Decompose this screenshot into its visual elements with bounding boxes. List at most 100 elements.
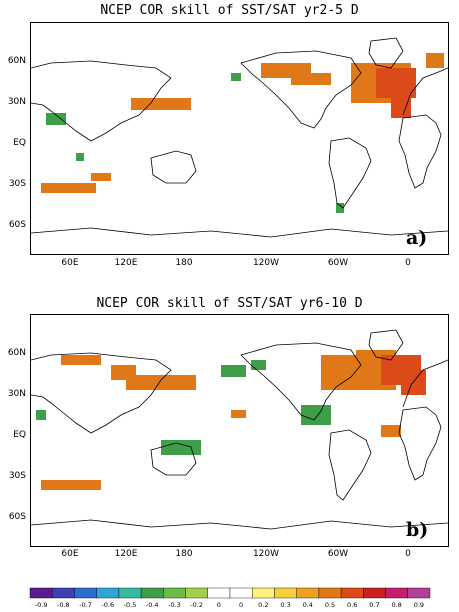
africa-outline <box>398 114 442 189</box>
skill-patch <box>76 153 84 161</box>
colorbar-segment <box>363 587 386 599</box>
colorbar-segment <box>185 587 208 599</box>
panel-a-title: NCEP COR skill of SST/SAT yr2-5 D <box>100 3 359 18</box>
panel-b-title: NCEP COR skill of SST/SAT yr6-10 D <box>96 296 363 311</box>
lon-label-0-a: 0 <box>405 258 411 268</box>
skill-patch <box>91 173 111 181</box>
colorbar-tick-label: -0.4 <box>145 601 159 609</box>
colorbar-segment <box>74 587 97 599</box>
colorbar <box>29 587 431 599</box>
colorbar-tick-label: 0.6 <box>347 601 358 609</box>
skill-patch <box>251 360 266 370</box>
colorbar-segment <box>340 587 364 599</box>
lon-label-120w-b: 120W <box>252 549 280 559</box>
colorbar-segment <box>318 587 342 599</box>
south-america-outline <box>328 429 372 501</box>
colorbar-segment <box>52 587 75 599</box>
colorbar-tick-label: 0.4 <box>302 601 313 609</box>
skill-patch <box>131 98 191 110</box>
lon-label-180-a: 180 <box>175 258 193 268</box>
skill-patch <box>41 480 101 490</box>
colorbar-tick-label: -0.3 <box>168 601 181 609</box>
lat-label-30n-a: 30N <box>7 97 26 107</box>
lon-label-120e-b: 120E <box>114 549 138 559</box>
colorbar-tick-label: -0.5 <box>123 601 137 609</box>
lon-label-60w-b: 60W <box>327 549 349 559</box>
colorbar-tick-label: -0.6 <box>101 601 115 609</box>
skill-patch <box>161 440 201 455</box>
colorbar-segment <box>29 587 53 599</box>
colorbar-tick-label: 0 <box>239 601 244 609</box>
colorbar-segment <box>274 587 297 599</box>
colorbar-tick-label: -0.7 <box>79 601 92 609</box>
skill-patch <box>381 425 401 437</box>
lon-label-0-b: 0 <box>405 549 411 559</box>
europe-asia-outline <box>31 352 448 434</box>
skill-patch <box>231 73 241 81</box>
coastlines-b <box>31 329 448 530</box>
colorbar-tick-label: 0.2 <box>258 601 269 609</box>
colorbar-tick-label: 0.7 <box>369 601 380 609</box>
colorbar-segment <box>296 587 320 599</box>
skill-patch <box>61 355 101 365</box>
australia-outline <box>150 150 197 184</box>
lat-label-30n-b: 30N <box>7 389 26 399</box>
colorbar-tick-label: -0.8 <box>56 601 70 609</box>
antarctica-outline <box>31 519 448 530</box>
colorbar-segment <box>118 587 142 599</box>
skill-patch <box>301 405 331 425</box>
skill-patch <box>41 183 96 193</box>
colorbar-tick-label: 0.8 <box>391 601 402 609</box>
lon-label-60e-a: 60E <box>61 258 79 268</box>
skill-patch <box>391 78 411 118</box>
colorbar-tick-label: 0 <box>216 601 221 609</box>
lat-label-eq-b: EQ <box>13 430 26 440</box>
colorbar-segment <box>385 587 408 599</box>
colorbar-tick-label: -0.2 <box>190 601 203 609</box>
colorbar-segment <box>140 587 164 599</box>
greenland-outline <box>368 329 404 361</box>
lon-label-120w-a: 120W <box>252 258 280 268</box>
lon-label-180-b: 180 <box>175 549 193 559</box>
skill-patch <box>336 203 344 213</box>
skill-patches-b <box>36 350 426 490</box>
skill-patches-a <box>41 53 444 213</box>
map-b-canvas <box>31 329 448 530</box>
lat-label-60s-a: 60S <box>8 220 26 230</box>
lat-label-eq-a: EQ <box>13 138 26 148</box>
map-a-canvas <box>31 37 448 238</box>
colorbar-tick-label: -0.9 <box>34 601 48 609</box>
lat-label-60s-b: 60S <box>8 512 26 522</box>
coastlines-a <box>31 37 448 238</box>
colorbar-segment <box>96 587 120 599</box>
north-america-outline <box>240 342 362 421</box>
panel-b-letter: b) <box>406 519 429 541</box>
north-america-outline <box>240 50 362 129</box>
lat-label-30s-a: 30S <box>8 179 26 189</box>
lat-label-60n-b: 60N <box>7 348 26 358</box>
skill-patch <box>126 375 196 390</box>
colorbar-segment <box>163 587 186 599</box>
map-panel-b: b) <box>30 314 449 547</box>
skill-patch <box>36 410 46 420</box>
skill-patch <box>426 53 444 68</box>
lon-label-120e-a: 120E <box>114 258 138 268</box>
colorbar-segment <box>207 587 231 599</box>
australia-outline <box>150 442 197 476</box>
lat-label-30s-b: 30S <box>8 471 26 481</box>
skill-patch <box>291 73 331 85</box>
panel-a-letter: a) <box>406 227 428 249</box>
south-america-outline <box>328 137 372 209</box>
greenland-outline <box>368 37 404 69</box>
colorbar-segment <box>407 587 431 599</box>
skill-patch <box>46 113 66 125</box>
lon-label-60e-b: 60E <box>61 549 79 559</box>
skill-patch <box>231 410 246 418</box>
colorbar-tick-label: 0.3 <box>280 601 291 609</box>
map-panel-a: a) <box>30 22 449 255</box>
africa-outline <box>398 406 442 481</box>
colorbar-segment <box>229 587 253 599</box>
europe-asia-outline <box>31 60 448 142</box>
skill-patch <box>221 365 246 377</box>
colorbar-tick-label: 0.9 <box>413 601 425 609</box>
